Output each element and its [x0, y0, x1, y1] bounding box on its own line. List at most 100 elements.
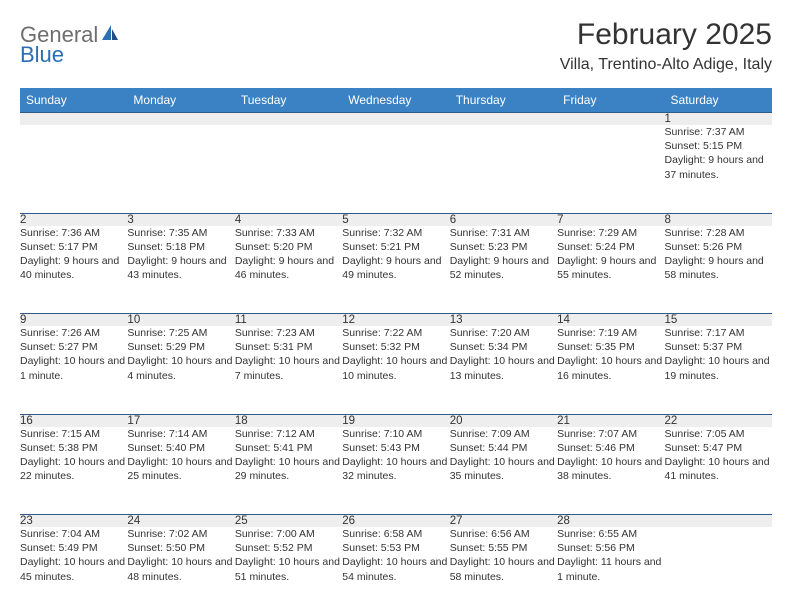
- daylight-text: Daylight: 9 hours and 46 minutes.: [235, 254, 342, 282]
- sunrise-text: Sunrise: 7:37 AM: [665, 125, 772, 139]
- day-detail-cell: Sunrise: 7:28 AMSunset: 5:26 PMDaylight:…: [665, 226, 772, 314]
- day-number-cell: 28: [557, 515, 664, 528]
- day-detail-cell: Sunrise: 7:07 AMSunset: 5:46 PMDaylight:…: [557, 427, 664, 515]
- sunrise-text: Sunrise: 7:12 AM: [235, 427, 342, 441]
- daylight-text: Daylight: 9 hours and 55 minutes.: [557, 254, 664, 282]
- daylight-text: Daylight: 9 hours and 37 minutes.: [665, 153, 772, 181]
- daylight-text: Daylight: 10 hours and 41 minutes.: [665, 455, 772, 483]
- weekday-header: Monday: [127, 88, 234, 113]
- detail-row: Sunrise: 7:26 AMSunset: 5:27 PMDaylight:…: [20, 326, 772, 414]
- day-number-cell: 19: [342, 414, 449, 427]
- sunrise-text: Sunrise: 7:05 AM: [665, 427, 772, 441]
- day-detail-cell: Sunrise: 7:26 AMSunset: 5:27 PMDaylight:…: [20, 326, 127, 414]
- sunset-text: Sunset: 5:21 PM: [342, 240, 449, 254]
- day-detail-cell: Sunrise: 7:09 AMSunset: 5:44 PMDaylight:…: [450, 427, 557, 515]
- day-detail-cell: [557, 125, 664, 213]
- day-detail-cell: Sunrise: 7:31 AMSunset: 5:23 PMDaylight:…: [450, 226, 557, 314]
- day-detail-cell: Sunrise: 7:12 AMSunset: 5:41 PMDaylight:…: [235, 427, 342, 515]
- daynum-row: 232425262728: [20, 515, 772, 528]
- sunrise-text: Sunrise: 7:09 AM: [450, 427, 557, 441]
- sunrise-text: Sunrise: 6:56 AM: [450, 527, 557, 541]
- sunset-text: Sunset: 5:43 PM: [342, 441, 449, 455]
- day-number-cell: [665, 515, 772, 528]
- day-detail-cell: Sunrise: 7:25 AMSunset: 5:29 PMDaylight:…: [127, 326, 234, 414]
- day-detail-cell: Sunrise: 7:20 AMSunset: 5:34 PMDaylight:…: [450, 326, 557, 414]
- sunrise-text: Sunrise: 7:17 AM: [665, 326, 772, 340]
- sunrise-text: Sunrise: 7:33 AM: [235, 226, 342, 240]
- sunrise-text: Sunrise: 7:36 AM: [20, 226, 127, 240]
- day-detail-cell: Sunrise: 7:04 AMSunset: 5:49 PMDaylight:…: [20, 527, 127, 615]
- sunset-text: Sunset: 5:32 PM: [342, 340, 449, 354]
- sunrise-text: Sunrise: 7:32 AM: [342, 226, 449, 240]
- detail-row: Sunrise: 7:37 AMSunset: 5:15 PMDaylight:…: [20, 125, 772, 213]
- day-number-cell: 3: [127, 213, 234, 226]
- day-number-cell: 5: [342, 213, 449, 226]
- day-detail-cell: Sunrise: 7:00 AMSunset: 5:52 PMDaylight:…: [235, 527, 342, 615]
- day-number-cell: 10: [127, 314, 234, 327]
- month-title: February 2025: [560, 18, 772, 52]
- sunrise-text: Sunrise: 7:14 AM: [127, 427, 234, 441]
- detail-row: Sunrise: 7:04 AMSunset: 5:49 PMDaylight:…: [20, 527, 772, 615]
- sunset-text: Sunset: 5:26 PM: [665, 240, 772, 254]
- day-detail-cell: [235, 125, 342, 213]
- daylight-text: Daylight: 10 hours and 22 minutes.: [20, 455, 127, 483]
- day-number-cell: 13: [450, 314, 557, 327]
- daylight-text: Daylight: 10 hours and 19 minutes.: [665, 354, 772, 382]
- daylight-text: Daylight: 9 hours and 49 minutes.: [342, 254, 449, 282]
- day-number-cell: 14: [557, 314, 664, 327]
- day-number-cell: 6: [450, 213, 557, 226]
- daylight-text: Daylight: 10 hours and 54 minutes.: [342, 555, 449, 583]
- sunset-text: Sunset: 5:40 PM: [127, 441, 234, 455]
- weekday-header: Sunday: [20, 88, 127, 113]
- sunset-text: Sunset: 5:38 PM: [20, 441, 127, 455]
- daylight-text: Daylight: 10 hours and 25 minutes.: [127, 455, 234, 483]
- daylight-text: Daylight: 10 hours and 7 minutes.: [235, 354, 342, 382]
- sunset-text: Sunset: 5:47 PM: [665, 441, 772, 455]
- day-number-cell: 25: [235, 515, 342, 528]
- sunrise-text: Sunrise: 7:26 AM: [20, 326, 127, 340]
- day-detail-cell: [450, 125, 557, 213]
- daylight-text: Daylight: 11 hours and 1 minute.: [557, 555, 664, 583]
- sunset-text: Sunset: 5:55 PM: [450, 541, 557, 555]
- daylight-text: Daylight: 10 hours and 45 minutes.: [20, 555, 127, 583]
- sunrise-text: Sunrise: 6:55 AM: [557, 527, 664, 541]
- sunset-text: Sunset: 5:23 PM: [450, 240, 557, 254]
- day-detail-cell: Sunrise: 7:32 AMSunset: 5:21 PMDaylight:…: [342, 226, 449, 314]
- day-number-cell: 20: [450, 414, 557, 427]
- daylight-text: Daylight: 10 hours and 32 minutes.: [342, 455, 449, 483]
- daylight-text: Daylight: 9 hours and 43 minutes.: [127, 254, 234, 282]
- weekday-header: Thursday: [450, 88, 557, 113]
- day-detail-cell: Sunrise: 7:17 AMSunset: 5:37 PMDaylight:…: [665, 326, 772, 414]
- day-detail-cell: Sunrise: 7:10 AMSunset: 5:43 PMDaylight:…: [342, 427, 449, 515]
- sunrise-text: Sunrise: 7:23 AM: [235, 326, 342, 340]
- day-number-cell: 2: [20, 213, 127, 226]
- day-number-cell: 15: [665, 314, 772, 327]
- weekday-header: Saturday: [665, 88, 772, 113]
- daylight-text: Daylight: 9 hours and 58 minutes.: [665, 254, 772, 282]
- detail-row: Sunrise: 7:15 AMSunset: 5:38 PMDaylight:…: [20, 427, 772, 515]
- day-detail-cell: Sunrise: 7:22 AMSunset: 5:32 PMDaylight:…: [342, 326, 449, 414]
- sunset-text: Sunset: 5:29 PM: [127, 340, 234, 354]
- sunrise-text: Sunrise: 7:29 AM: [557, 226, 664, 240]
- daylight-text: Daylight: 10 hours and 58 minutes.: [450, 555, 557, 583]
- day-detail-cell: Sunrise: 7:15 AMSunset: 5:38 PMDaylight:…: [20, 427, 127, 515]
- sunset-text: Sunset: 5:37 PM: [665, 340, 772, 354]
- daynum-row: 9101112131415: [20, 314, 772, 327]
- day-detail-cell: Sunrise: 6:56 AMSunset: 5:55 PMDaylight:…: [450, 527, 557, 615]
- day-number-cell: 17: [127, 414, 234, 427]
- sunrise-text: Sunrise: 6:58 AM: [342, 527, 449, 541]
- day-number-cell: 23: [20, 515, 127, 528]
- day-number-cell: [20, 113, 127, 126]
- day-number-cell: 18: [235, 414, 342, 427]
- day-detail-cell: [665, 527, 772, 615]
- day-number-cell: 7: [557, 213, 664, 226]
- day-number-cell: 12: [342, 314, 449, 327]
- daynum-row: 2345678: [20, 213, 772, 226]
- sunrise-text: Sunrise: 7:22 AM: [342, 326, 449, 340]
- detail-row: Sunrise: 7:36 AMSunset: 5:17 PMDaylight:…: [20, 226, 772, 314]
- day-number-cell: [342, 113, 449, 126]
- daylight-text: Daylight: 10 hours and 1 minute.: [20, 354, 127, 382]
- sunrise-text: Sunrise: 7:10 AM: [342, 427, 449, 441]
- sunrise-text: Sunrise: 7:35 AM: [127, 226, 234, 240]
- sunset-text: Sunset: 5:49 PM: [20, 541, 127, 555]
